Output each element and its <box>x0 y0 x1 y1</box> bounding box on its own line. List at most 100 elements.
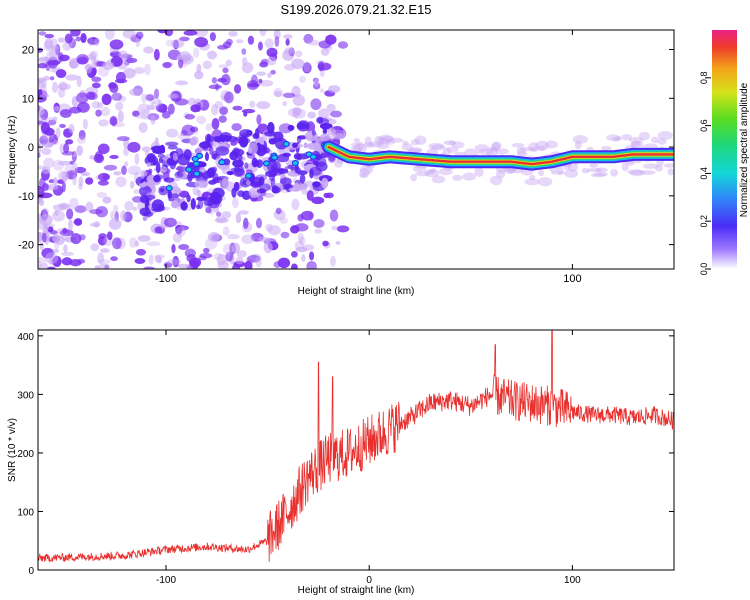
spectrogram-noise-blob <box>283 34 293 39</box>
spectrogram-noise-blob <box>274 36 280 48</box>
spectrogram-signal-blob <box>194 180 209 189</box>
spectrogram-noise-blob <box>98 119 109 127</box>
colorbar-tick-label: 0.0 <box>699 263 709 276</box>
spectrogram-noise-blob <box>250 74 258 87</box>
spectrogram-halo <box>334 158 343 168</box>
spectrogram-signal-blob <box>276 168 289 174</box>
spectrogram-noise-blob <box>158 104 168 113</box>
spectrogram-noise-blob <box>214 217 229 224</box>
spectrogram-noise-blob <box>88 38 94 47</box>
spectrogram-xlabel: Height of straight line (km) <box>298 286 415 297</box>
spectrogram-noise-blob <box>60 251 75 257</box>
spectrogram-noise-blob <box>143 266 156 269</box>
spectrogram-noise-blob <box>117 110 124 123</box>
spectrogram-signal-blob <box>177 153 190 166</box>
spectrogram-noise-blob <box>303 61 311 73</box>
spectrogram-noise-blob <box>64 164 73 173</box>
spectrogram-halo <box>537 169 545 176</box>
spectrogram-noise-blob <box>91 58 98 71</box>
spectrogram-noise-blob <box>41 83 47 95</box>
spectrogram-halo <box>630 140 644 150</box>
spectrogram-noise-blob <box>336 225 350 233</box>
spectrogram-halo <box>621 161 629 172</box>
spectrogram-noise-blob <box>53 105 61 112</box>
spectrogram-noise-blob <box>85 177 94 185</box>
spectrogram-noise-blob <box>175 226 186 237</box>
spectrogram-hotspot <box>244 172 253 179</box>
spectrogram-noise-blob <box>38 256 47 263</box>
spectrogram-noise-blob <box>123 67 136 79</box>
spectrogram-signal-blob <box>299 182 306 188</box>
spectrogram-noise-blob <box>314 228 323 234</box>
spectrogram-signal-blob <box>152 159 157 166</box>
spectrogram-noise-blob <box>90 222 101 227</box>
spectrogram-halo <box>363 142 375 148</box>
spectrogram-noise-blob <box>257 41 263 51</box>
spectrogram-hotspot <box>193 170 201 177</box>
spectrogram-halo <box>374 135 384 145</box>
spectrogram-noise-blob <box>65 170 78 180</box>
spectrogram-noise-blob <box>102 196 112 204</box>
spectrogram-noise-blob <box>55 69 67 79</box>
spectrogram-noise-blob <box>194 37 209 48</box>
spectrogram-noise-blob <box>217 77 228 83</box>
spectrogram-signal-blob <box>170 193 180 199</box>
spectrogram-halo <box>593 172 609 177</box>
spectrogram-noise-blob <box>145 94 155 101</box>
snr-xtick-label: 100 <box>564 575 581 586</box>
spectrogram-signal-blob <box>319 133 331 142</box>
spectrogram-signal-blob <box>168 197 175 202</box>
spectrogram-noise-blob <box>267 225 281 236</box>
spectrogram-noise-blob <box>133 188 140 195</box>
spectrogram-noise-blob <box>292 94 305 107</box>
spectrogram-noise-blob <box>112 237 122 250</box>
spectrogram-noise-blob <box>97 259 111 265</box>
spectrogram-noise-blob <box>93 38 100 47</box>
spectrogram-signal-blob <box>144 198 150 211</box>
spectrogram-halo <box>353 143 367 154</box>
spectrogram-signal-blob <box>197 199 204 210</box>
spectrogram-ytick-label: -10 <box>18 191 34 203</box>
spectrogram-noise-blob <box>134 153 140 165</box>
spectrogram-halo <box>595 167 608 173</box>
spectrogram-signal-blob <box>264 170 278 178</box>
spectrogram-xtick-label: 100 <box>563 273 581 285</box>
spectrogram-signal-blob <box>292 142 298 148</box>
spectrogram-signal-blob <box>267 121 275 134</box>
spectrogram-noise-blob <box>154 255 162 264</box>
spectrogram-noise-blob <box>171 39 185 49</box>
spectrogram-signal-blob <box>174 171 184 178</box>
spectrogram-noise-blob <box>310 98 322 111</box>
spectrogram-noise-blob <box>44 33 55 39</box>
spectrogram-halo <box>376 141 390 150</box>
spectrogram-signal-blob <box>312 181 321 188</box>
colorbar-ticks: 0.0 0.2 0.4 0.6 0.8 <box>699 72 711 276</box>
spectrogram-noise-blob <box>63 142 70 154</box>
spectrogram-noise-blob <box>90 243 100 251</box>
spectrogram-noise-blob <box>65 74 79 81</box>
spectrogram-halo <box>511 143 525 148</box>
spectrogram-noise-blob <box>302 244 315 251</box>
spectrogram-noise-blob <box>335 130 345 138</box>
spectrogram-noise-blob <box>236 39 244 44</box>
spectrogram-noise-blob <box>331 225 339 231</box>
snr-ytick-label: 300 <box>17 390 34 401</box>
spectrogram-noise-blob <box>176 263 191 269</box>
spectrogram-halo <box>667 168 674 176</box>
spectrogram-noise-blob <box>300 210 314 221</box>
spectrogram-noise-blob <box>221 211 232 219</box>
spectrogram-halo <box>474 144 490 152</box>
spectrogram-halo <box>426 169 434 175</box>
spectrogram-noise-blob <box>97 252 105 264</box>
spectrogram-halo <box>538 176 553 187</box>
spectrogram-noise-blob <box>317 61 325 72</box>
colorbar-tick-label: 0.6 <box>699 119 709 132</box>
spectrogram-halo <box>327 128 336 135</box>
spectrogram-noise-blob <box>303 33 314 44</box>
spectrogram-noise-blob <box>134 240 139 247</box>
spectrogram-ytick-label: 0 <box>28 142 34 154</box>
spectrogram-noise-blob <box>45 252 59 265</box>
spectrogram-halo <box>431 175 446 184</box>
spectrogram-halo <box>586 167 603 173</box>
